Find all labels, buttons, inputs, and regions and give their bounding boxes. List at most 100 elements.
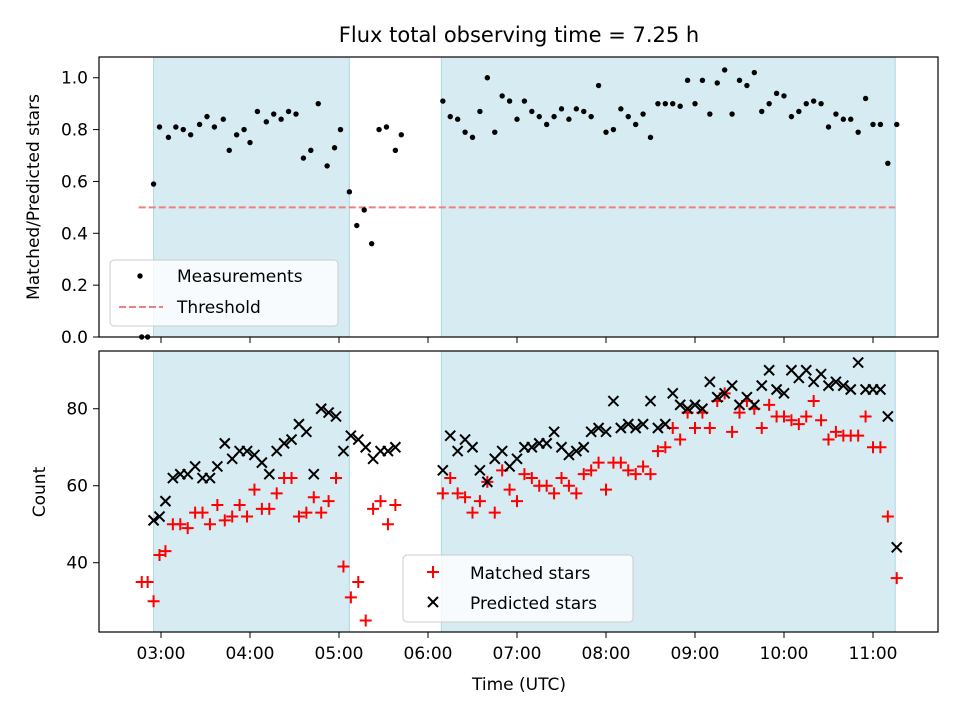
- predicted-star-point: [607, 395, 620, 407]
- predicted-star-point: [437, 464, 449, 477]
- top-panel: 0.0 0.2 0.4 0.6 0.8 1.0 Matched/Predicted sta…: [24, 56, 939, 348]
- predicted-star-point: [526, 441, 538, 453]
- matched-star-point: [629, 468, 642, 481]
- predicted-star-point: [822, 379, 835, 392]
- matched-star-point: [344, 591, 357, 604]
- top-y-tick-label: 0.6: [61, 172, 88, 192]
- matched-star-point: [141, 575, 154, 588]
- predicted-star-point: [704, 376, 716, 388]
- matched-star-point: [689, 421, 701, 434]
- measurement-point: [220, 116, 226, 122]
- x-tick-label: 04:00: [226, 644, 275, 664]
- measurement-point: [368, 240, 375, 247]
- matched-star-point: [241, 510, 254, 523]
- predicted-star-point: [330, 410, 342, 423]
- matched-star-point: [226, 510, 239, 523]
- predicted-star-point: [315, 403, 327, 415]
- predicted-star-point: [167, 472, 179, 484]
- matched-star-point: [315, 506, 328, 519]
- measurement-point: [759, 108, 765, 115]
- measurement-point: [506, 98, 513, 104]
- predicted-star-point: [322, 406, 335, 419]
- measurement-point: [241, 126, 247, 133]
- predicted-star-point: [278, 437, 290, 450]
- measurement-point: [655, 100, 661, 107]
- matched-star-point: [785, 414, 798, 427]
- measurement-point: [398, 132, 404, 138]
- matched-star-point: [381, 518, 394, 531]
- measurement-point: [492, 129, 498, 135]
- measurement-point: [818, 100, 824, 107]
- bottom-plot-frame: [98, 350, 939, 633]
- measurement-point: [529, 108, 535, 115]
- matched-star-point: [389, 498, 402, 511]
- measurement-point: [588, 113, 594, 120]
- matched-star-point: [285, 472, 298, 485]
- measurement-point: [788, 113, 795, 120]
- predicted-star-point: [622, 418, 634, 430]
- matched-star-point: [473, 495, 486, 508]
- predicted-star-point: [629, 422, 642, 434]
- predicted-star-point: [337, 445, 350, 457]
- predicted-star-point: [696, 403, 709, 415]
- matched-star-point: [292, 510, 305, 523]
- matched-star-point: [248, 483, 261, 496]
- predicted-star-point: [359, 441, 372, 453]
- measurement-point: [894, 121, 900, 128]
- measurement-point: [383, 124, 390, 130]
- matched-star-point: [466, 506, 479, 519]
- measurement-point: [744, 82, 750, 89]
- predicted-star-point: [726, 379, 738, 392]
- measurement-point: [714, 80, 720, 86]
- predicted-star-point: [578, 441, 590, 453]
- measurement-point: [315, 100, 321, 107]
- measurement-point: [447, 113, 453, 120]
- matched-star-point: [577, 468, 590, 481]
- matched-star-point: [755, 421, 768, 434]
- measurement-point: [300, 155, 307, 161]
- measurement-point: [662, 100, 669, 107]
- matched-star-point: [436, 487, 449, 500]
- matched-star-point: [622, 464, 635, 477]
- top-legend-box: [109, 259, 339, 327]
- measurement-point: [781, 93, 787, 99]
- predicted-star-point: [474, 464, 486, 477]
- predicted-star-point: [570, 445, 583, 457]
- measurement-point: [766, 100, 772, 107]
- legend-matched-marker: [427, 566, 439, 578]
- measurement-point: [751, 69, 758, 76]
- top-y-tick-label: 1.0: [61, 69, 88, 89]
- matched-star-point: [733, 406, 746, 419]
- matched-star-point: [651, 445, 664, 458]
- matched-star-point: [511, 495, 523, 508]
- legend-predicted-label: Predicted stars: [470, 594, 597, 614]
- measurement-point: [581, 108, 587, 115]
- measurement-point: [729, 111, 735, 117]
- measurement-point: [803, 100, 809, 107]
- measurement-point: [625, 113, 631, 120]
- predicted-star-point: [644, 395, 657, 407]
- bottom-legend: Matched stars Predicted stars: [402, 554, 634, 623]
- matched-star-point: [600, 483, 612, 496]
- x-tick-label: 05:00: [315, 644, 364, 664]
- x-tick-label: 03:00: [137, 644, 186, 664]
- legend-threshold-label: Threshold: [176, 298, 261, 318]
- predicted-stars-series: [147, 356, 903, 554]
- predicted-star-point: [219, 437, 231, 450]
- measurement-point: [156, 124, 163, 130]
- matched-star-point: [548, 487, 561, 500]
- predicted-star-point: [837, 379, 850, 392]
- predicted-star-point: [300, 426, 313, 438]
- top-plot-frame: [98, 56, 939, 338]
- matched-star-point: [159, 545, 172, 558]
- x-axis-label: Time (UTC): [471, 675, 566, 695]
- measurement-point: [308, 147, 314, 154]
- predicted-star-point: [147, 514, 160, 527]
- matched-star-point: [270, 487, 283, 500]
- measurement-point: [254, 108, 261, 115]
- matched-star-point: [570, 487, 583, 500]
- matched-star-point: [374, 495, 387, 508]
- measurement-point: [833, 111, 839, 117]
- measurement-point: [885, 160, 891, 166]
